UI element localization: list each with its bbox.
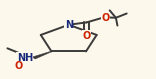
Text: O: O	[102, 13, 110, 23]
Text: NH: NH	[17, 53, 33, 63]
Text: O: O	[82, 31, 91, 41]
Text: N: N	[65, 20, 73, 30]
Polygon shape	[32, 51, 52, 59]
Text: O: O	[15, 61, 23, 71]
